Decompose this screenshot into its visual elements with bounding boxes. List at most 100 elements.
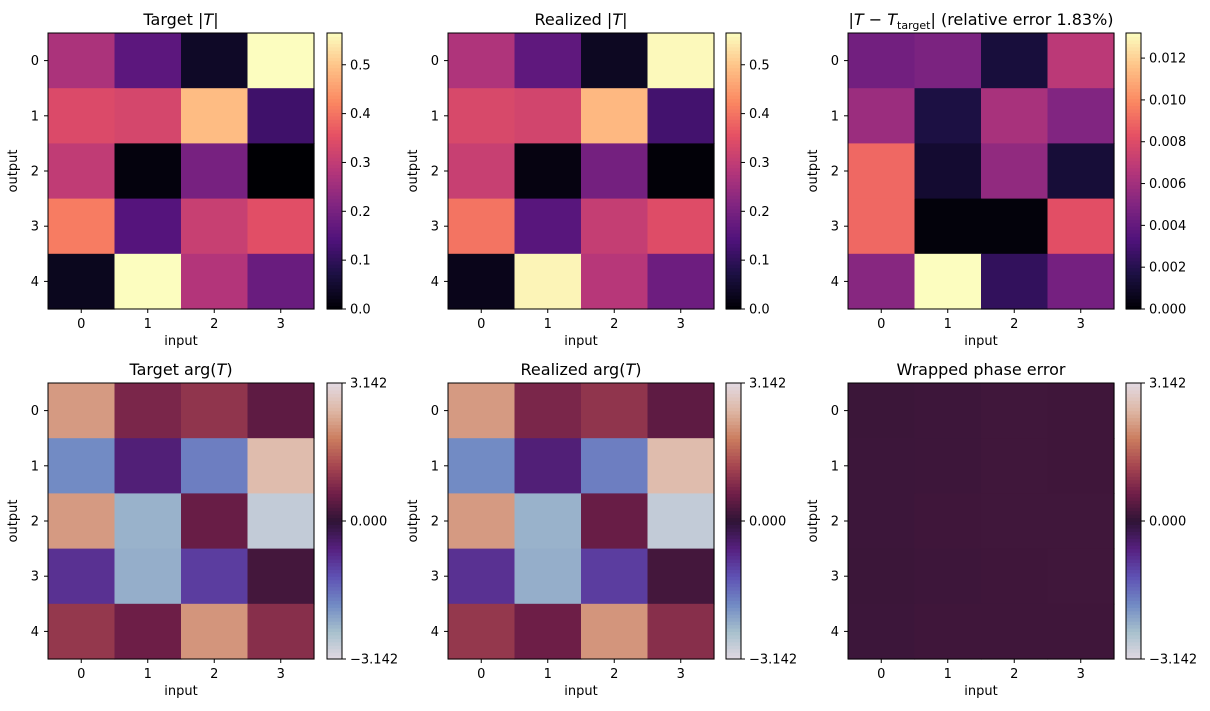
heatmap-cell bbox=[181, 253, 249, 310]
colorbar-segment bbox=[1126, 455, 1141, 460]
heatmap-cell bbox=[114, 198, 182, 255]
colorbar-segment bbox=[726, 489, 741, 494]
colorbar-segment bbox=[726, 305, 741, 310]
colorbar-segment bbox=[1126, 174, 1141, 179]
colorbar-segment bbox=[1126, 212, 1141, 217]
x-tick-label: 3 bbox=[1077, 317, 1085, 332]
colorbar-segment bbox=[726, 122, 741, 127]
y-tick-label: 2 bbox=[31, 515, 39, 530]
colorbar-segment bbox=[1126, 177, 1141, 182]
colorbar-segment bbox=[1126, 510, 1141, 515]
heatmap-cell bbox=[581, 253, 649, 310]
colorbar-segment bbox=[726, 631, 741, 636]
colorbar-segment bbox=[1126, 98, 1141, 103]
y-axis-label: output bbox=[406, 500, 421, 543]
colorbar-segment bbox=[726, 524, 741, 529]
x-tick-label: 3 bbox=[277, 667, 285, 682]
colorbar-tick-label: 0.000 bbox=[350, 515, 387, 530]
colorbar-segment bbox=[1126, 36, 1141, 41]
colorbar-tick-label: 0.006 bbox=[1149, 177, 1186, 192]
colorbar-segment bbox=[1126, 171, 1141, 176]
colorbar-segment bbox=[327, 50, 342, 55]
y-tick-label: 4 bbox=[431, 275, 439, 290]
heatmap-cell bbox=[581, 438, 649, 494]
colorbar-segment bbox=[1126, 634, 1141, 639]
colorbar-segment bbox=[327, 112, 342, 117]
heatmap-cell bbox=[581, 88, 649, 144]
colorbar-segment bbox=[726, 77, 741, 82]
heatmap-cell bbox=[48, 548, 116, 605]
x-axis-label: input bbox=[964, 684, 997, 699]
colorbar-segment bbox=[327, 198, 342, 203]
colorbar-segment bbox=[1126, 102, 1141, 107]
colorbar-segment bbox=[726, 153, 741, 158]
colorbar-segment bbox=[1126, 195, 1141, 200]
colorbar-segment bbox=[327, 572, 342, 577]
colorbar-segment bbox=[327, 483, 342, 488]
colorbar-segment bbox=[726, 160, 741, 165]
colorbar-segment bbox=[726, 483, 741, 488]
colorbar-segment bbox=[726, 579, 741, 584]
heatmap-panel: 0 1 2 3 0 1 2 3 4 input output Wrapped phase error 3… bbox=[806, 360, 1197, 699]
colorbar-segment bbox=[726, 119, 741, 124]
colorbar-segment bbox=[327, 91, 342, 96]
y-tick-label: 4 bbox=[31, 625, 39, 640]
colorbar-segment bbox=[327, 246, 342, 251]
colorbar-segment bbox=[726, 545, 741, 550]
colorbar-segment bbox=[1126, 236, 1141, 241]
heatmap-cell bbox=[647, 143, 715, 200]
heatmap-cell bbox=[981, 33, 1049, 89]
colorbar-segment bbox=[327, 208, 342, 213]
heatmap-cell bbox=[981, 493, 1049, 550]
x-tick-label: 0 bbox=[477, 667, 485, 682]
colorbar-segment bbox=[327, 202, 342, 207]
colorbar-segment bbox=[726, 424, 741, 429]
colorbar-segment bbox=[327, 257, 342, 262]
colorbar-segment bbox=[327, 558, 342, 563]
heatmap-cell bbox=[914, 33, 982, 89]
colorbar-segment bbox=[1126, 593, 1141, 598]
y-tick-label: 3 bbox=[831, 220, 839, 235]
colorbar-segment bbox=[726, 64, 741, 69]
colorbar-segment bbox=[327, 431, 342, 436]
colorbar-segment bbox=[726, 91, 741, 96]
heatmap-cell bbox=[581, 493, 649, 550]
colorbar-segment bbox=[1126, 417, 1141, 422]
colorbar-segment bbox=[1126, 188, 1141, 193]
colorbar-segment bbox=[1126, 267, 1141, 272]
colorbar-segment bbox=[726, 417, 741, 422]
heatmap-cell bbox=[848, 438, 916, 494]
colorbar-tick-label: 0.010 bbox=[1149, 93, 1186, 108]
colorbar-segment bbox=[726, 507, 741, 512]
colorbar-segment bbox=[726, 198, 741, 203]
colorbar-segment bbox=[726, 462, 741, 467]
colorbar-segment bbox=[726, 389, 741, 394]
colorbar-segment bbox=[1126, 596, 1141, 601]
colorbar-segment bbox=[726, 500, 741, 505]
colorbar-segment bbox=[1126, 129, 1141, 134]
heatmap-cell bbox=[848, 493, 916, 550]
colorbar-tick-label: 0.3 bbox=[350, 156, 371, 171]
colorbar-segment bbox=[726, 396, 741, 401]
colorbar-segment bbox=[726, 420, 741, 425]
colorbar-segment bbox=[1126, 462, 1141, 467]
colorbar-segment bbox=[327, 600, 342, 605]
colorbar-segment bbox=[327, 174, 342, 179]
colorbar-segment bbox=[1126, 383, 1141, 388]
colorbar-segment bbox=[327, 98, 342, 103]
colorbar-segment bbox=[726, 164, 741, 169]
colorbar-segment bbox=[1126, 250, 1141, 255]
colorbar-segment bbox=[726, 410, 741, 415]
chart-title: |T − Ttarget| (relative error 1.83%) bbox=[848, 10, 1113, 32]
heatmap-cell bbox=[1047, 603, 1115, 660]
colorbar-segment bbox=[1126, 229, 1141, 234]
colorbar-segment bbox=[726, 157, 741, 162]
y-tick-label: 4 bbox=[831, 625, 839, 640]
colorbar-tick-label: 0.5 bbox=[749, 58, 770, 73]
y-tick-label: 4 bbox=[31, 275, 39, 290]
colorbar-segment bbox=[726, 617, 741, 622]
x-axis-label: input bbox=[564, 334, 597, 349]
colorbar-segment bbox=[726, 576, 741, 581]
colorbar-segment bbox=[726, 95, 741, 100]
